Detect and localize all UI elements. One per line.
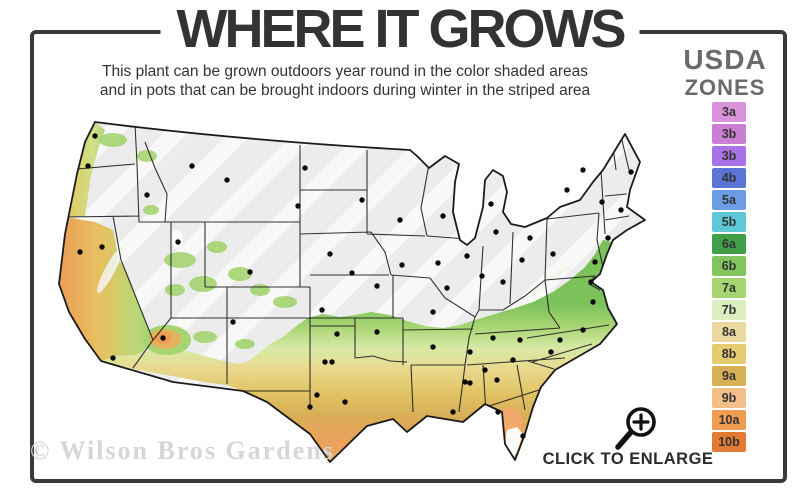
zone-swatch-8a-10: 8a (712, 322, 746, 342)
legend-title-zones: ZONES (684, 75, 766, 100)
title-wrap: WHERE IT GROWS (160, 0, 640, 59)
zone-swatch-3b-1: 3b (712, 124, 746, 144)
zone-swatch-5b-5: 5b (712, 212, 746, 232)
us-zone-map[interactable] (55, 112, 665, 477)
zone-swatch-9b-13: 9b (712, 388, 746, 408)
zone-legend: 3a 3b 3b 4b 5a 5b 6a 6b 7a 7b 8a 8b 9a 9b 10a 10b (712, 102, 746, 454)
subtitle-line-1: This plant can be grown outdoors year ro… (102, 63, 588, 80)
zone-swatch-8b-11: 8b (712, 344, 746, 364)
zone-swatch-3b-2: 3b (712, 146, 746, 166)
map-fill-layers (59, 122, 645, 462)
legend-title: USDA ZONES (660, 46, 790, 99)
click-to-enlarge-label[interactable]: CLICK TO ENLARGE (542, 450, 714, 468)
zone-swatch-7b-9: 7b (712, 300, 746, 320)
watermark: © Wilson Bros Gardens (30, 436, 335, 465)
us-outline (58, 121, 646, 463)
subtitle: This plant can be grown outdoors year ro… (0, 62, 690, 100)
magnifier-zoom-in-icon[interactable] (610, 404, 662, 459)
zone-swatch-6a-6: 6a (712, 234, 746, 254)
zone-swatch-10b-15: 10b (712, 432, 746, 452)
state-borders (62, 123, 630, 414)
subtitle-line-2: and in pots that can be brought indoors … (99, 82, 591, 99)
zone-swatch-3a-0: 3a (712, 102, 746, 122)
legend-title-usda: USDA (683, 44, 767, 75)
zone-swatch-10a-14: 10a (712, 410, 746, 430)
zone-swatch-9a-12: 9a (712, 366, 746, 386)
zone-swatch-6b-7: 6b (712, 256, 746, 276)
zone-swatch-5a-4: 5a (712, 190, 746, 210)
page-title: WHERE IT GROWS (176, 0, 627, 59)
city-dots (77, 133, 634, 439)
zone-swatch-4b-3: 4b (712, 168, 746, 188)
zone-swatch-7a-8: 7a (712, 278, 746, 298)
